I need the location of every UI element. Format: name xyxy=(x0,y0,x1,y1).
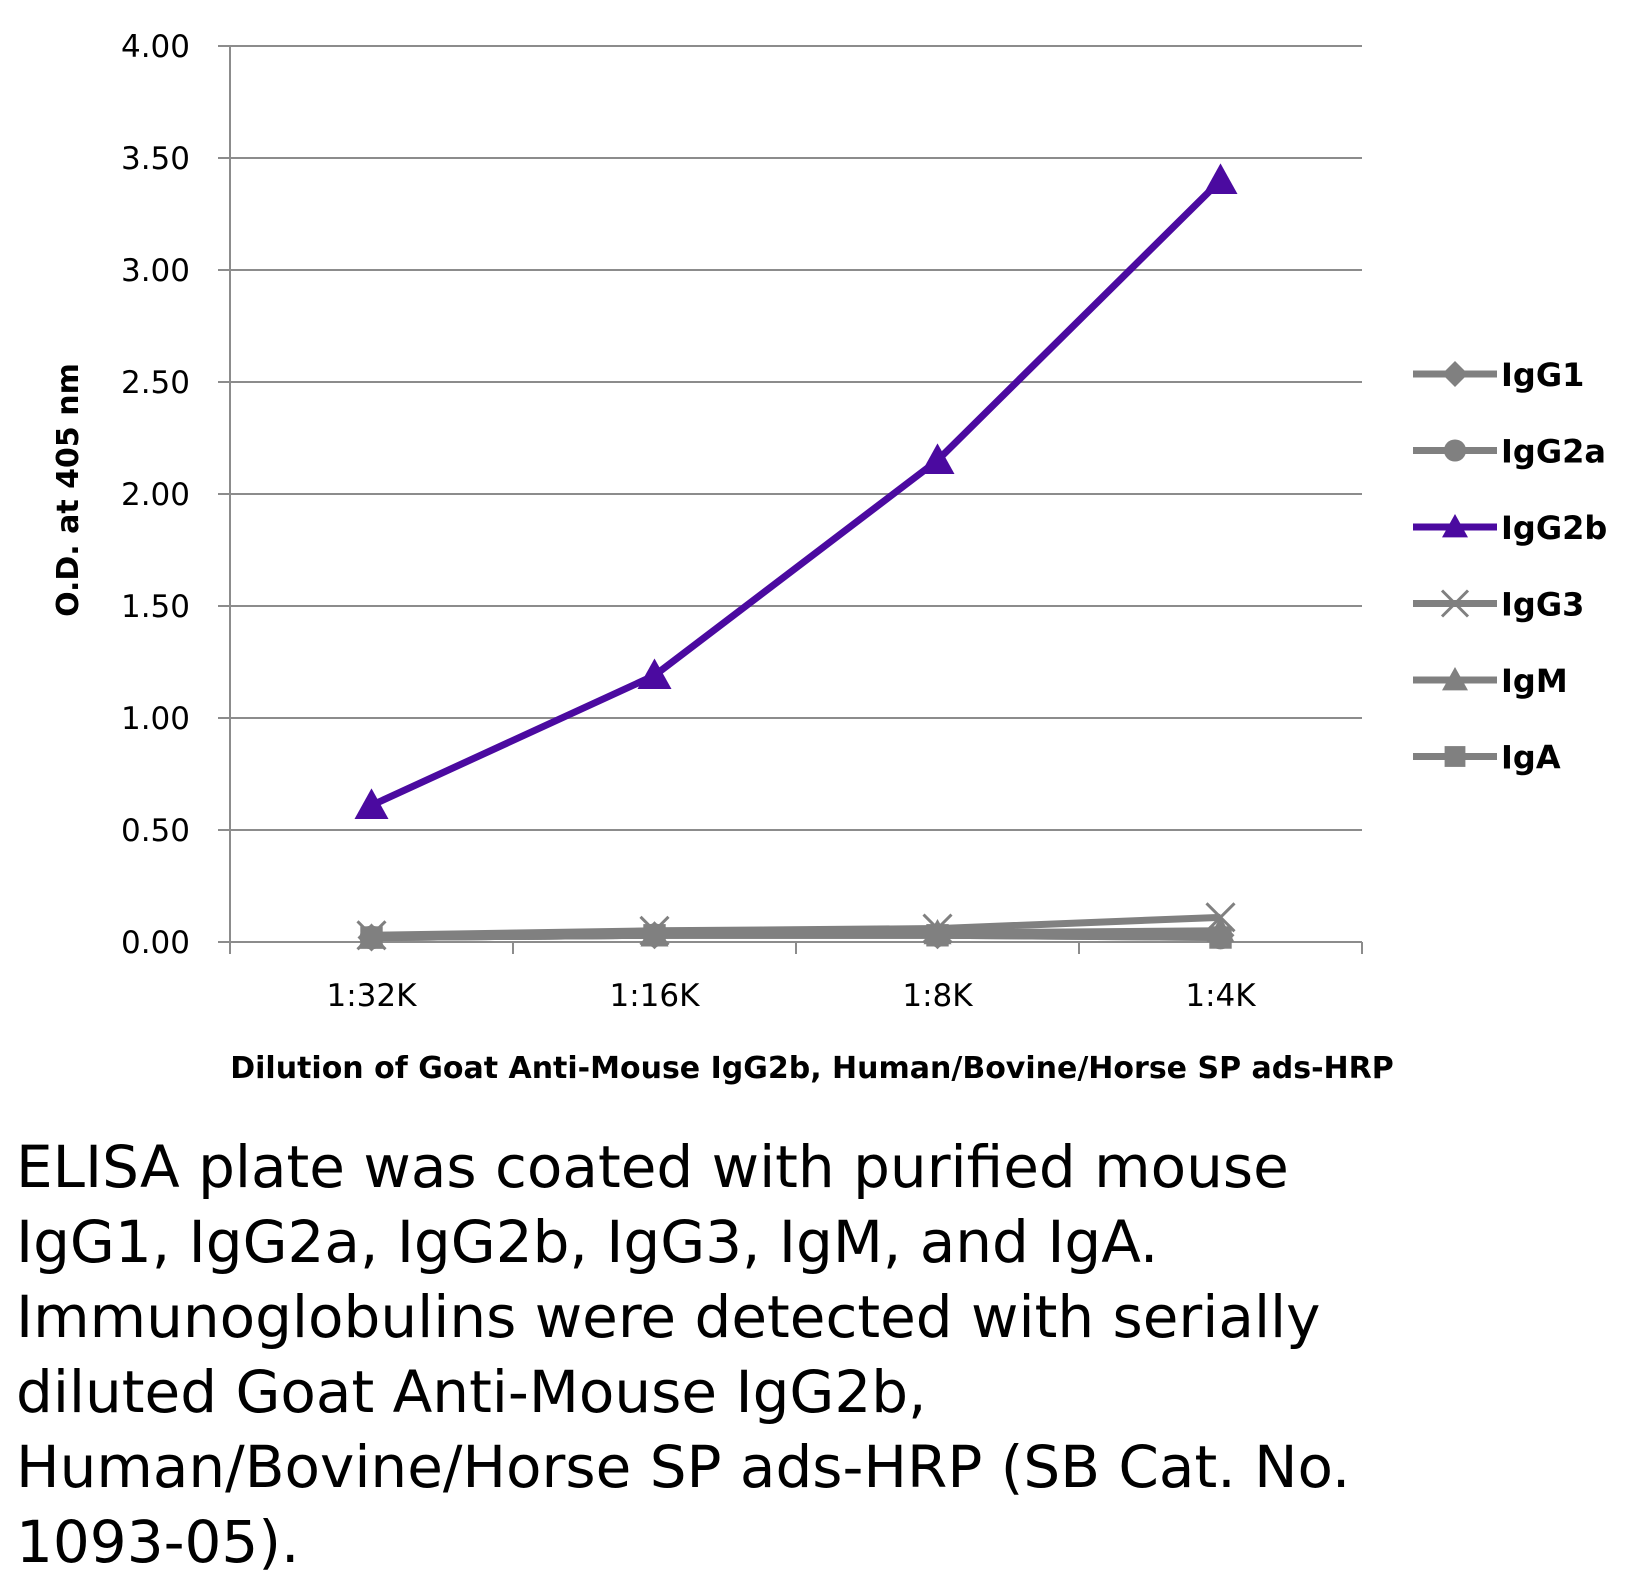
legend-label-iga: IgA xyxy=(1501,739,1561,777)
legend-item-iga: IgA xyxy=(1413,739,1561,777)
series-igg2b xyxy=(354,163,1238,819)
elisa-line-chart: 0.00 0.50 1.00 1.50 2.00 2.50 3.00 3.50 4.00 1:32… xyxy=(51,29,1607,1086)
data-point-igg2b xyxy=(354,788,389,819)
y-tick-label: 3.50 xyxy=(121,141,190,177)
series-line-igg2b xyxy=(370,177,1223,809)
x-tick-label: 1:16K xyxy=(610,978,701,1014)
data-point-igg2b xyxy=(1203,163,1238,194)
legend-item-igg3: IgG3 xyxy=(1413,586,1584,624)
data-point-iga xyxy=(926,924,949,947)
legend-item-igg1: IgG1 xyxy=(1413,356,1584,394)
legend-item-igm: IgM xyxy=(1413,662,1568,700)
data-point-iga xyxy=(360,926,383,949)
data-point-igg2b xyxy=(920,443,955,474)
x-tick-label: 1:4K xyxy=(1185,978,1256,1014)
figure-caption: ELISA plate was coated with purified mou… xyxy=(16,1133,1351,1576)
data-point-igg2b xyxy=(637,658,672,690)
legend-label-igg1: IgG1 xyxy=(1501,356,1584,394)
y-tick-label: 0.00 xyxy=(121,925,190,961)
gridlines xyxy=(230,45,1362,831)
legend-label-igg2b: IgG2b xyxy=(1501,509,1607,547)
axes: 0.00 0.50 1.00 1.50 2.00 2.50 3.00 3.50 4.00 1:32… xyxy=(121,29,1363,1014)
series-line-iga xyxy=(371,931,1221,942)
y-tick-label: 0.50 xyxy=(121,813,190,849)
legend-item-igg2b: IgG2b xyxy=(1413,509,1607,547)
y-tick-label: 2.50 xyxy=(121,365,190,401)
legend-marker-igm xyxy=(1442,667,1468,691)
legend-item-igg2a: IgG2a xyxy=(1413,433,1606,471)
x-marker-stroke xyxy=(1440,589,1470,618)
series-iga xyxy=(360,924,1232,949)
legend-marker-igg3 xyxy=(1440,589,1470,618)
legend-label-igg2a: IgG2a xyxy=(1501,433,1606,471)
legend-marker-igg1 xyxy=(1442,361,1468,387)
y-tick-label: 4.00 xyxy=(121,29,190,65)
data-point-iga xyxy=(1209,926,1232,949)
y-axis-title: O.D. at 405 nm xyxy=(51,363,86,617)
legend-marker-igg2a xyxy=(1443,439,1467,462)
legend: IgG1 IgG2a IgG2b IgG3 IgM IgA xyxy=(1413,356,1607,777)
x-tick-label: 1:8K xyxy=(902,978,973,1014)
series-lines xyxy=(354,163,1238,952)
y-tick-label: 1.50 xyxy=(121,589,190,625)
legend-label-igg3: IgG3 xyxy=(1501,586,1584,624)
legend-marker-iga xyxy=(1444,746,1466,767)
y-tick-label: 2.00 xyxy=(121,477,190,513)
legend-marker-igg2b xyxy=(1442,514,1468,538)
x-axis-title: Dilution of Goat Anti-Mouse IgG2b, Human… xyxy=(230,1051,1393,1086)
x-tick-label: 1:32K xyxy=(327,978,418,1014)
y-tick-label: 1.00 xyxy=(121,701,190,737)
y-tick-label: 3.00 xyxy=(121,253,190,289)
legend-label-igm: IgM xyxy=(1501,662,1568,700)
data-point-iga xyxy=(643,924,666,947)
